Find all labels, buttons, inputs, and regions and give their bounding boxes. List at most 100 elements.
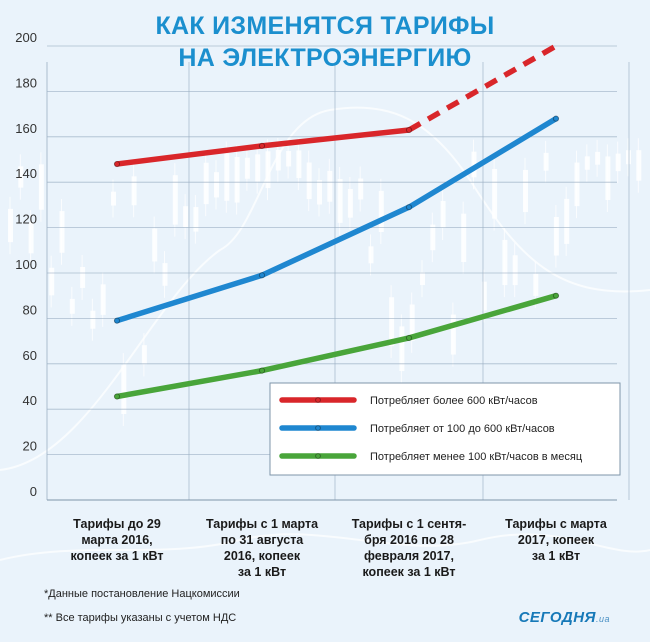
bg-candle-body	[172, 175, 178, 225]
x-tick-label: Тарифы с марта 2017, копеек за 1 кВт	[505, 517, 608, 563]
bg-candle-body	[512, 255, 518, 286]
x-tick-label: Тарифы с 1 сентя-бря 2016 по 28 февраля 2…	[352, 517, 467, 579]
series-1-point	[258, 142, 266, 149]
chart-legend: Потребляет более 600 кВт/часов Потребляет…	[269, 382, 621, 476]
chart-title-line-1: КАК ИЗМЕНЯТСЯ ТАРИФЫ	[155, 12, 495, 40]
series-1-point	[405, 126, 413, 134]
bg-candle-body	[471, 151, 477, 178]
bg-candle-body	[595, 151, 601, 165]
series-1-point	[113, 160, 121, 168]
series-2-point	[405, 204, 413, 211]
bg-candle-body	[389, 297, 395, 347]
series-1-segment	[114, 143, 265, 167]
bg-candle-body	[234, 156, 240, 203]
series-2-point	[258, 272, 266, 279]
y-tick-label: 20	[23, 439, 37, 454]
bg-candle-body	[38, 164, 44, 210]
bg-candle-body	[193, 207, 199, 232]
legend-swatch-marker	[315, 453, 321, 459]
x-tick-label-line: Тарифы с марта	[505, 517, 608, 531]
legend-label: Потребляет более 600 кВт/часов	[370, 395, 538, 407]
footnote-vat: ** Все тарифы указаны с учетом НДС	[44, 612, 237, 624]
bg-candle-body	[347, 188, 353, 218]
x-tick-label-line: бря 2016 по 28	[364, 533, 454, 547]
y-tick-label: 100	[15, 257, 37, 272]
bg-candle-body	[399, 326, 405, 372]
y-tick-label: 140	[15, 166, 37, 181]
bg-candle-body	[183, 206, 189, 228]
x-tick-label-line: Тарифы до 29	[73, 517, 161, 531]
x-tick-label-line: Тарифы с 1 марта	[206, 517, 319, 531]
bg-candle-body	[358, 178, 364, 200]
bg-candle-body	[420, 272, 425, 286]
legend-swatch-marker	[315, 397, 321, 403]
chart-background	[0, 106, 650, 561]
x-tick-label-line: марта 2016,	[81, 533, 152, 547]
bg-candle-body	[255, 154, 261, 182]
brand-name: СЕГОДНЯ	[518, 609, 596, 626]
bg-candle-body	[162, 263, 168, 286]
footnote-source: *Данные постановление Нацкомиссии	[44, 588, 240, 600]
y-tick-label: 120	[15, 212, 37, 227]
bg-candle-body	[368, 246, 374, 264]
legend-label: Потребляет менее 100 кВт/часов в месяц	[370, 451, 583, 463]
series-3-point	[405, 334, 413, 342]
bg-candle-body	[564, 198, 570, 244]
bg-candle-body	[49, 267, 55, 296]
bg-candle-body	[337, 179, 343, 223]
chart-series	[113, 43, 560, 400]
bg-candle-body	[121, 365, 127, 415]
series-3-point	[113, 393, 121, 400]
y-tick-label: 180	[15, 75, 37, 90]
bg-candle-body	[440, 201, 446, 228]
y-tick-label: 160	[15, 121, 37, 136]
series-1-segment	[259, 127, 412, 149]
x-tick-label-line: февраля 2017,	[364, 549, 454, 563]
y-axis: 0 20 40 60 80 100 120 140 160 180 200	[15, 30, 37, 499]
bg-candle-body	[296, 150, 302, 179]
y-tick-label: 0	[30, 484, 37, 499]
brand-logo: СЕГОДНЯ.ua	[519, 609, 610, 626]
x-tick-label: Тарифы с 1 марта по 31 августа 2016, копее…	[206, 517, 319, 579]
bg-candle-body	[203, 162, 209, 205]
bg-candle-body	[461, 213, 467, 263]
bg-candle-body	[430, 224, 436, 251]
bg-candle-body	[69, 298, 75, 314]
bg-candle-body	[317, 180, 322, 205]
bg-candle-body	[574, 162, 580, 207]
bg-candle-body	[275, 150, 281, 171]
series-3-point	[552, 292, 560, 299]
x-tick-label-line: копеек за 1 кВт	[362, 565, 455, 579]
x-tick-label-line: за 1 кВт	[238, 565, 286, 579]
brand-suffix: .ua	[595, 614, 610, 624]
x-tick-label-line: Тарифы с 1 сентя-	[352, 517, 467, 531]
series-2-point	[552, 115, 560, 122]
bg-candle-body	[100, 284, 106, 315]
bg-candle-body	[90, 310, 96, 329]
bg-candle-body	[502, 239, 508, 286]
bg-candle-body	[306, 162, 312, 200]
series-3-point	[258, 367, 266, 374]
bg-candle-body	[286, 151, 292, 167]
bg-candle-body	[636, 150, 642, 181]
bg-candle-body	[553, 217, 559, 256]
x-tick-label-line: по 31 августа	[221, 533, 305, 547]
bg-candle-body	[543, 152, 549, 171]
x-tick-label: Тарифы до 29 марта 2016, копеек за 1 кВт	[70, 517, 163, 563]
bg-candle-body	[244, 157, 250, 179]
x-tick-label-line: 2017, копеек	[518, 533, 595, 547]
series-1-segment	[407, 43, 558, 133]
series-2-segment	[406, 115, 559, 210]
bg-candle-body	[584, 156, 590, 170]
series-3-segment	[406, 292, 559, 341]
x-tick-label-line: за 1 кВт	[532, 549, 580, 563]
y-tick-label: 200	[15, 30, 37, 45]
y-tick-label: 60	[23, 348, 37, 363]
bg-candle-body	[626, 150, 631, 165]
x-tick-label-line: копеек за 1 кВт	[70, 549, 163, 563]
legend-label: Потребляет от 100 до 600 кВт/часов	[370, 423, 555, 435]
bg-candle-body	[615, 153, 621, 172]
bg-curve	[0, 533, 650, 561]
bg-candle-body	[492, 168, 498, 219]
